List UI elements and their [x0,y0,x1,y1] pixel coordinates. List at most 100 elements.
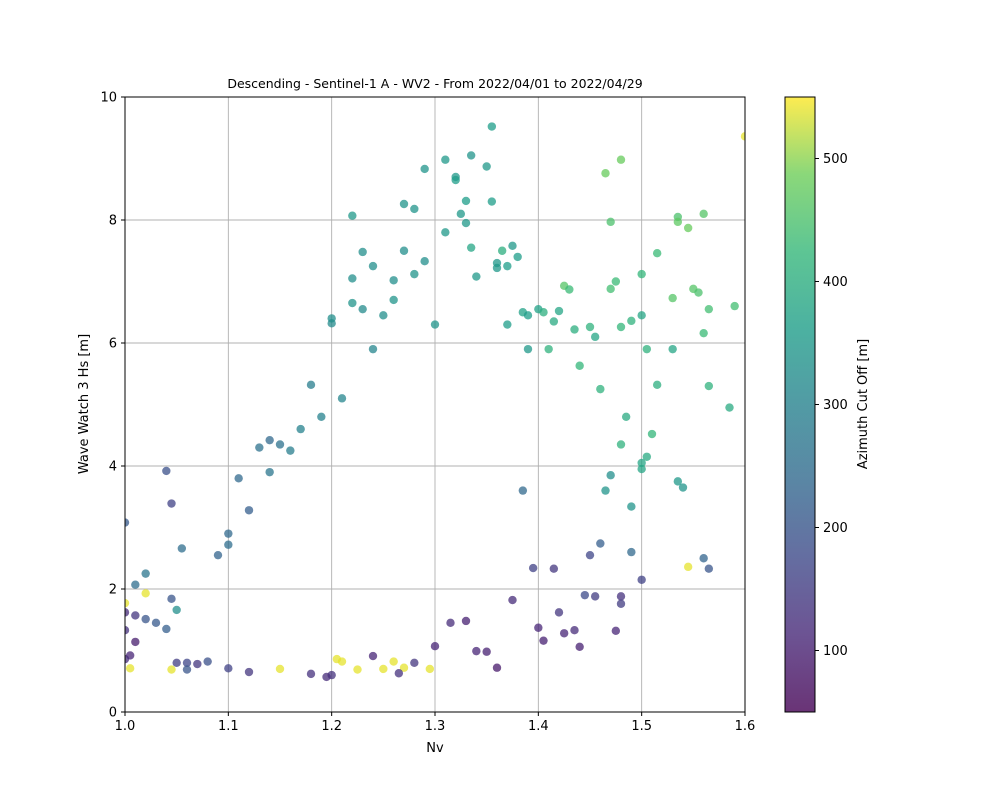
data-point [704,381,714,391]
data-point [461,218,471,228]
data-point [125,654,130,664]
data-point [647,429,657,439]
data-point [441,228,450,237]
data-point [513,252,522,262]
data-point [125,608,130,617]
data-point [616,599,626,608]
data-point [224,664,233,673]
data-point [637,575,646,584]
data-point [627,316,636,326]
colorbar-tick-label: 100 [823,644,848,659]
data-point [306,380,316,390]
data-point [606,284,615,294]
data-point [699,328,708,338]
data-point [627,502,636,511]
data-point [244,506,254,515]
data-point [549,317,559,326]
data-point [570,325,579,334]
y-tick-label: 6 [109,337,117,352]
data-point [131,580,140,589]
data-point [528,563,538,573]
data-point [368,344,378,354]
data-point [379,664,388,674]
data-point [637,269,646,279]
x-tick-label: 1.0 [115,719,136,734]
data-point [399,663,409,672]
data-point [616,155,626,164]
data-point [224,540,233,549]
data-point [565,285,574,294]
data-point [203,657,212,666]
data-point [606,217,615,227]
data-point [141,589,150,598]
data-point [182,665,192,674]
data-point [441,155,450,164]
data-point [286,446,295,455]
data-point [125,664,135,673]
data-point [621,412,631,421]
data-point [327,314,336,323]
data-point [704,304,714,314]
data-point [394,669,404,678]
data-point [193,659,202,669]
data-point [461,196,471,206]
data-point [730,301,739,311]
data-point [317,412,326,421]
data-point [611,626,621,636]
data-point [177,544,187,553]
colorbar [785,97,815,712]
data-point [162,624,171,634]
data-point [389,295,398,305]
data-point [497,246,507,255]
data-point [637,464,646,474]
data-point [668,344,677,354]
data-point [559,629,569,638]
y-tick-label: 0 [109,706,117,721]
data-point [637,458,646,468]
data-point [296,424,305,434]
data-point [544,344,553,354]
data-point [244,667,254,677]
data-point [539,308,548,317]
data-point [332,654,342,664]
data-point [518,486,528,495]
data-point [125,626,130,635]
data-point [348,274,357,283]
data-point [410,204,419,214]
data-point [368,261,378,271]
scatter-points [125,122,745,682]
data-point [616,440,626,449]
y-tick-label: 8 [109,214,117,229]
data-point [275,440,285,449]
data-point [265,435,274,445]
colorbar-label: Azimuth Cut Off [m] [856,339,871,469]
data-point [601,169,610,178]
data-point [482,162,491,171]
data-point [410,658,419,667]
data-point [694,288,703,297]
data-point [425,664,435,674]
data-point [585,550,595,560]
data-point [466,243,476,252]
data-point [616,592,626,601]
data-point [162,466,171,476]
data-point [570,626,579,635]
data-point [141,614,150,624]
data-point [389,276,398,285]
colorbar-ticks: 100 200 300 400 500 [815,152,848,659]
x-tick-label: 1.4 [528,719,549,734]
data-point [358,247,367,257]
data-point [368,651,378,661]
data-point [213,550,223,560]
data-point [596,539,605,548]
data-point [306,669,316,679]
data-point [182,658,192,667]
data-point [430,641,440,651]
data-point [534,623,543,632]
data-point [508,595,517,605]
data-point [590,592,600,601]
data-point [539,636,548,645]
data-point [652,249,662,258]
data-point [673,477,683,486]
